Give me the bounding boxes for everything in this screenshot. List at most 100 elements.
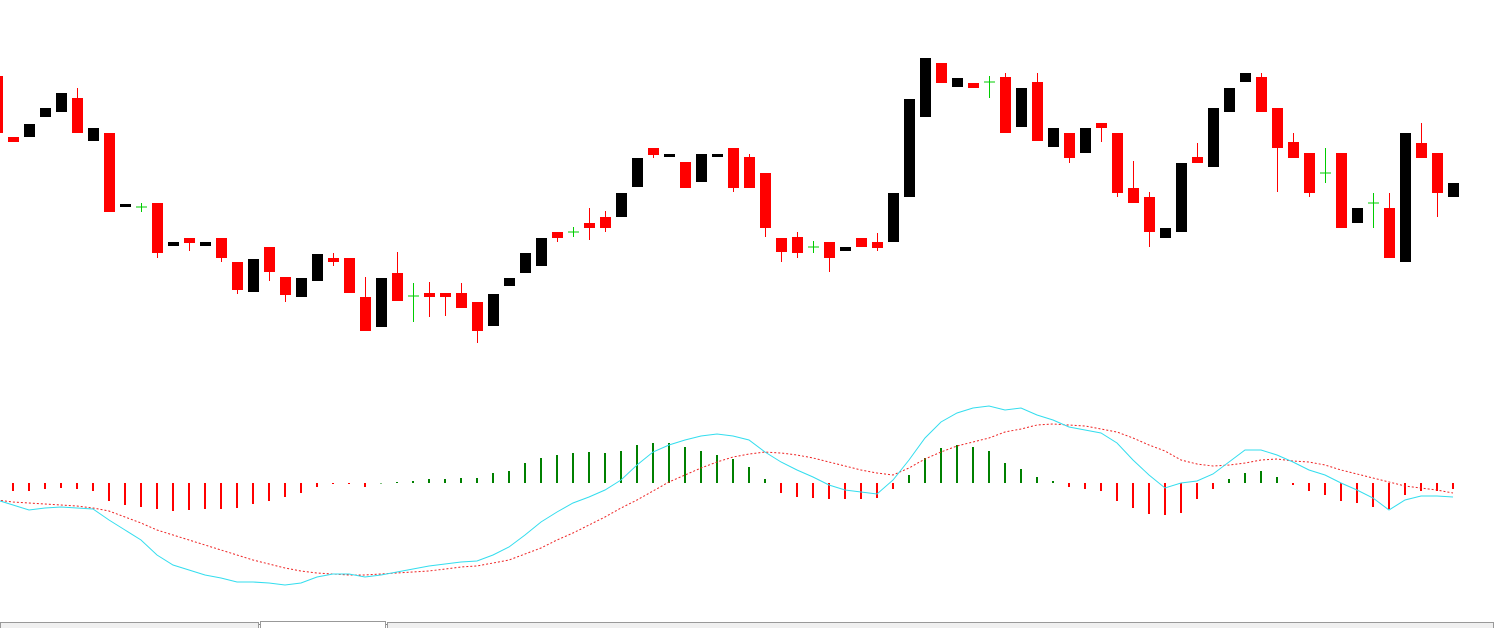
candle-body (248, 259, 259, 292)
candle-body (600, 217, 611, 228)
candle-body (584, 223, 595, 228)
histogram-bar (636, 445, 638, 483)
candle-body (392, 273, 403, 301)
candle-body (40, 108, 51, 117)
histogram-bar (1180, 483, 1182, 513)
histogram-bar (748, 467, 750, 483)
candle-body (456, 293, 467, 308)
histogram-bar (44, 483, 46, 489)
histogram-bar (1084, 483, 1086, 489)
histogram-bar (796, 483, 798, 497)
histogram-bar (1132, 483, 1134, 508)
histogram-bar (860, 483, 862, 499)
candle-body (616, 193, 627, 217)
candle-body (1224, 88, 1235, 112)
histogram-bar (1420, 483, 1422, 491)
candle-body (1096, 123, 1107, 128)
candle-body (120, 204, 131, 207)
candle-body (1000, 77, 1011, 133)
tab[interactable] (260, 621, 386, 628)
candle-body (280, 277, 291, 295)
candle-body (712, 154, 723, 157)
histogram-bar (700, 451, 702, 483)
candle-body (904, 99, 915, 197)
candle-body (24, 124, 35, 137)
candle-body (488, 294, 499, 326)
histogram-bar (1116, 483, 1118, 501)
histogram-bar (1196, 483, 1198, 499)
candle-body (440, 293, 451, 297)
histogram-bar (412, 481, 414, 483)
candle-body (1256, 77, 1267, 112)
histogram-bar (812, 483, 814, 498)
histogram-bar (620, 451, 622, 483)
candle-body (360, 297, 371, 331)
histogram-bar (60, 483, 62, 488)
candle-body (648, 148, 659, 155)
histogram-bar (396, 482, 398, 483)
histogram-bar (28, 483, 30, 491)
candle-body (424, 293, 435, 297)
candle-body (744, 157, 755, 188)
tab[interactable] (387, 622, 1494, 628)
histogram-bar (716, 455, 718, 483)
histogram-bar (508, 471, 510, 483)
histogram-bar (1260, 471, 1262, 483)
candle-body (1272, 108, 1283, 148)
candle-body (872, 242, 883, 248)
histogram-bar (652, 443, 654, 483)
candle-body (728, 148, 739, 188)
histogram-bar (364, 483, 366, 487)
candle-body (840, 247, 851, 251)
candle-body (1144, 197, 1155, 232)
histogram-bar (1308, 483, 1310, 491)
histogram-bar (268, 483, 270, 501)
histogram-bar (236, 483, 238, 508)
histogram-bar (204, 483, 206, 509)
histogram-bar (908, 475, 910, 483)
candle-body (1128, 188, 1139, 203)
candle-body (88, 128, 99, 141)
histogram-bar (428, 479, 430, 483)
histogram-bar (780, 483, 782, 493)
histogram-bar (1004, 463, 1006, 483)
histogram-bar (684, 447, 686, 483)
candle-body (552, 232, 563, 238)
histogram-bar (940, 448, 942, 483)
candle-body (264, 247, 275, 272)
macd-line (0, 405, 1454, 586)
candle-body (0, 76, 3, 133)
candle-body (696, 154, 707, 182)
histogram-bar (316, 483, 318, 487)
histogram-bar (1324, 483, 1326, 495)
candle-body (8, 137, 19, 142)
tab[interactable] (0, 622, 259, 628)
histogram-bar (828, 483, 830, 499)
histogram-bar (732, 459, 734, 483)
candle-body (104, 133, 115, 212)
candle-body (56, 93, 67, 112)
candle-body (776, 238, 787, 252)
histogram-bar (188, 483, 190, 510)
candle-body (968, 83, 979, 88)
histogram-bar (1244, 473, 1246, 483)
candle-body (1048, 128, 1059, 147)
histogram-bar (1340, 483, 1342, 501)
candle-body (536, 238, 547, 266)
histogram-bar (972, 447, 974, 483)
candle-body (680, 162, 691, 188)
histogram-bar (524, 463, 526, 483)
candle-body (1352, 208, 1363, 223)
candle-body (1176, 163, 1187, 232)
histogram-bar (1164, 483, 1166, 515)
candle-body (1416, 143, 1427, 158)
candle-body (952, 78, 963, 87)
candle-body (72, 98, 83, 133)
histogram-bar (988, 451, 990, 483)
histogram-bar (956, 445, 958, 483)
histogram-bar (76, 483, 78, 489)
histogram-bar (1052, 481, 1054, 483)
histogram-bar (1100, 483, 1102, 491)
